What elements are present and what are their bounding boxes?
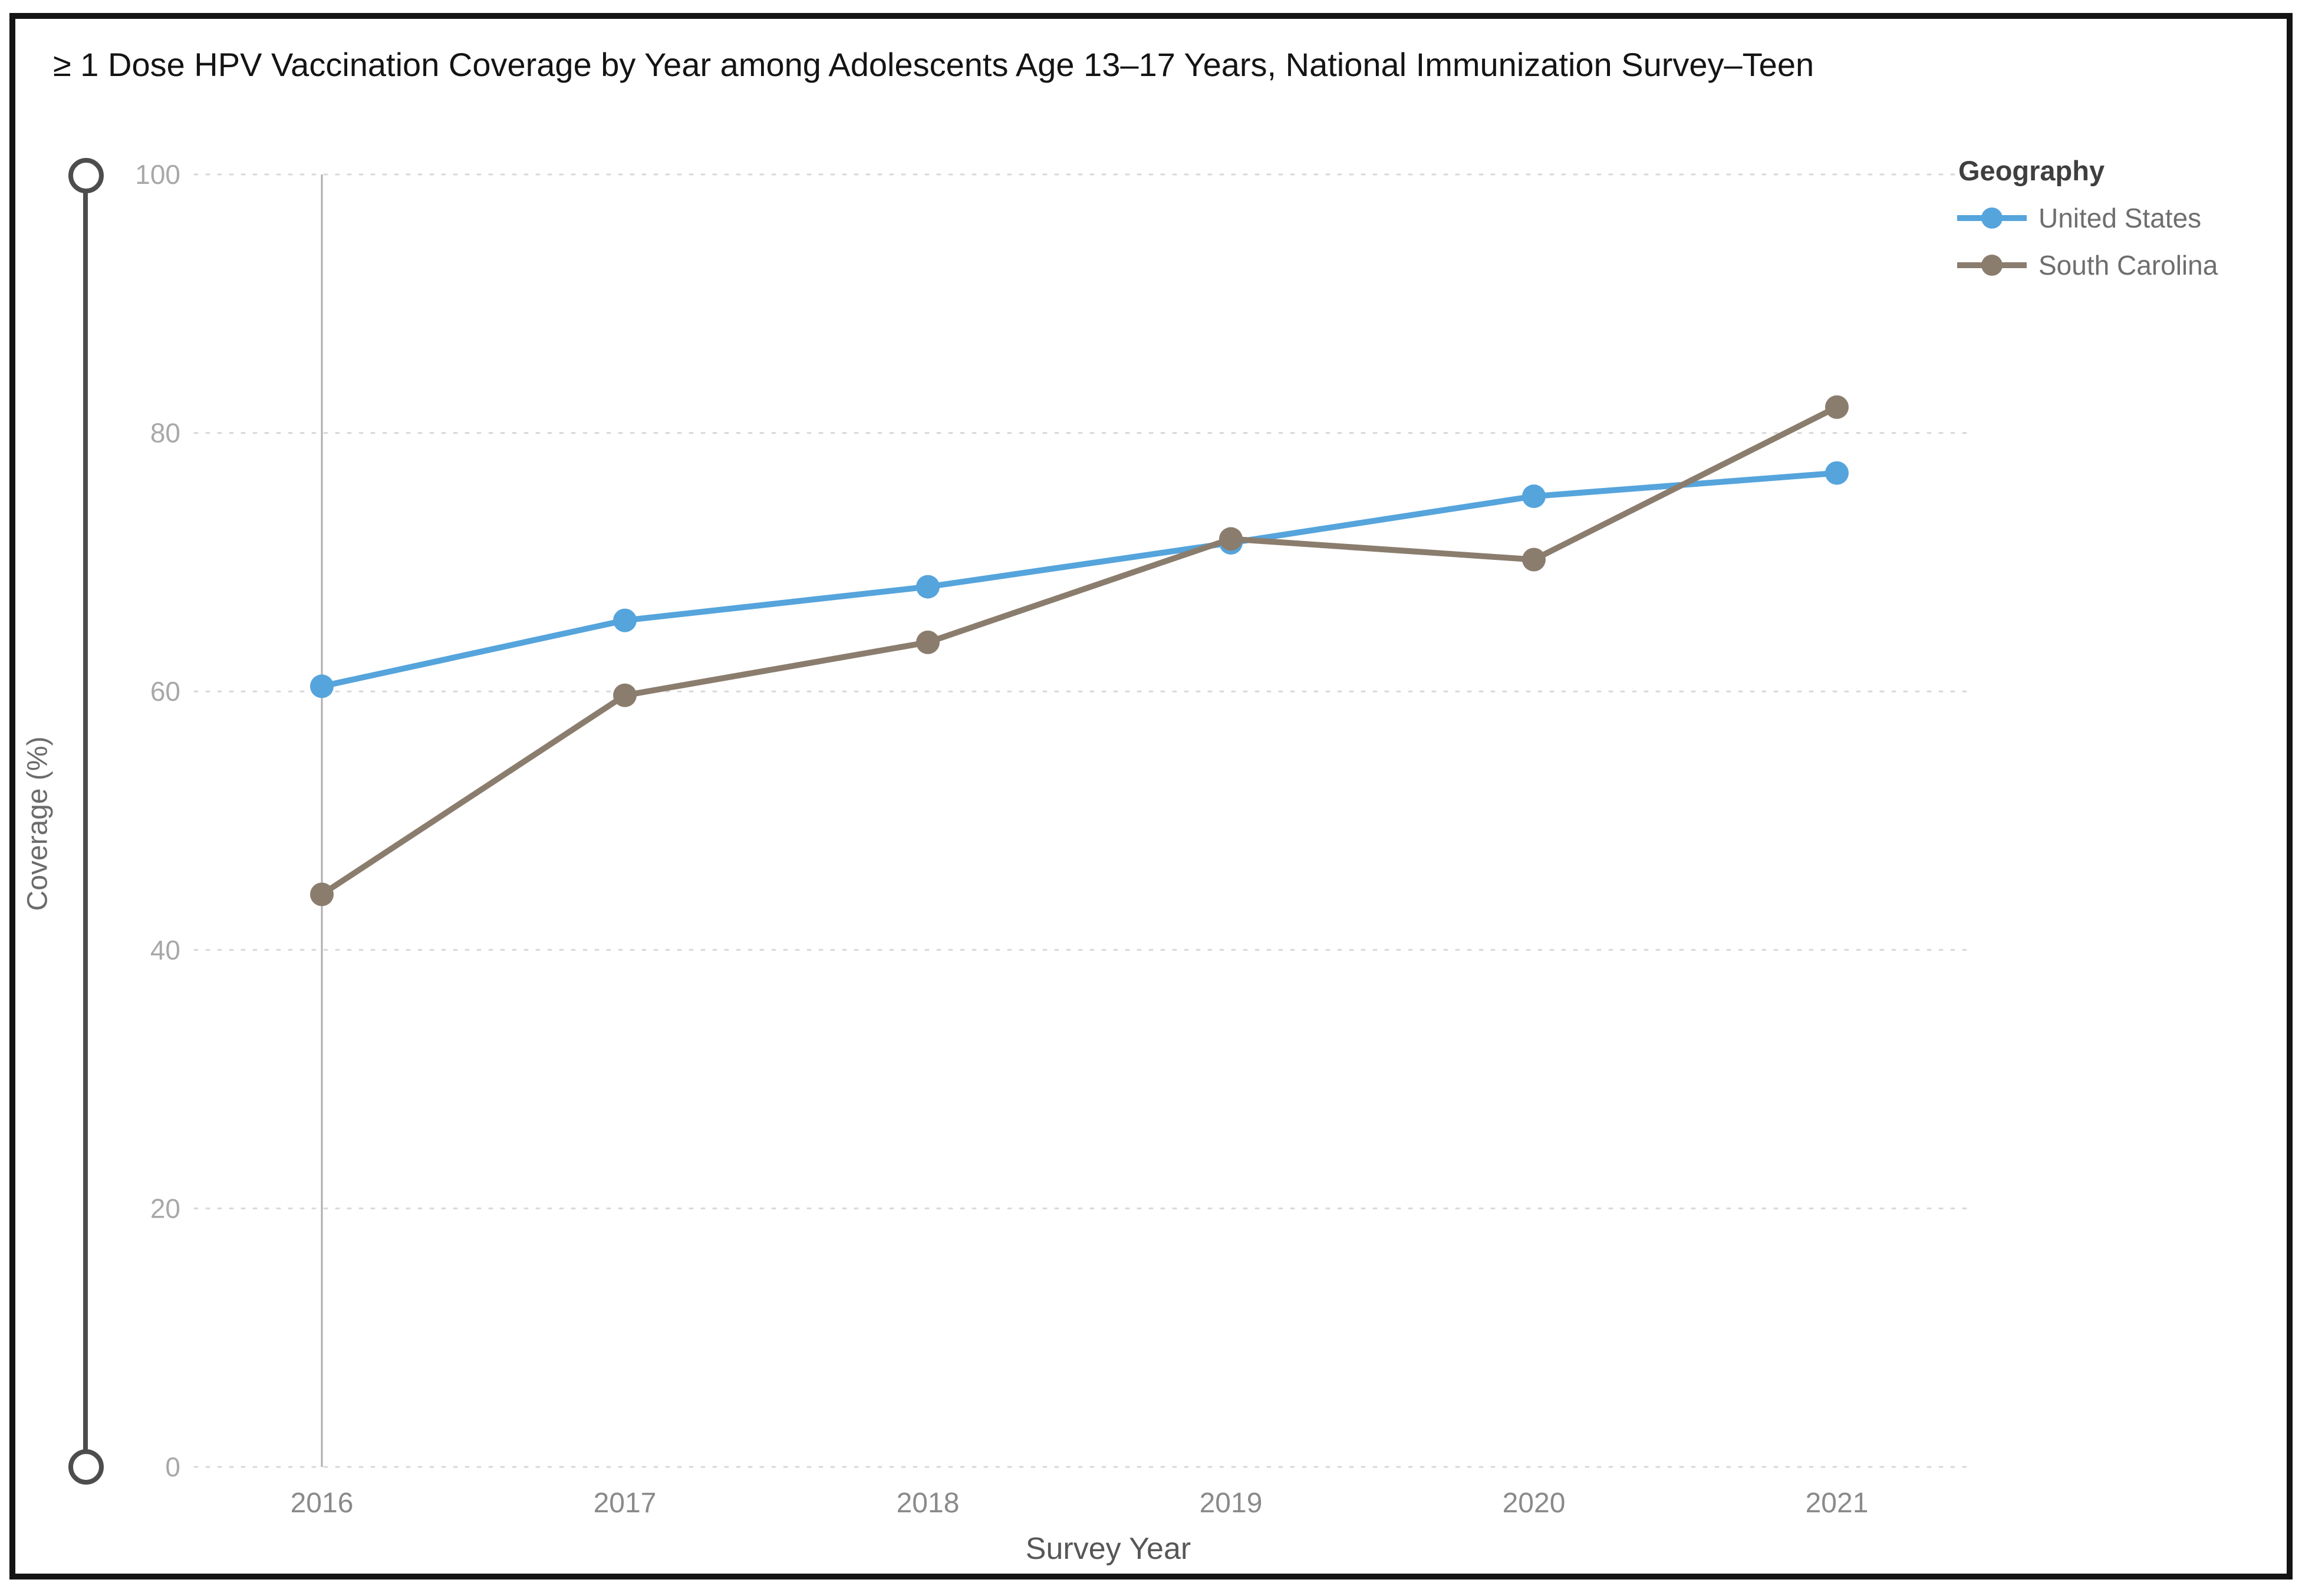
legend-item-south-carolina[interactable]: South Carolina: [1956, 249, 2218, 281]
chart-title: ≥ 1 Dose HPV Vaccination Coverage by Yea…: [53, 46, 1814, 83]
series-line-united-states: [319, 470, 1840, 690]
legend-item-united-states[interactable]: United States: [1956, 202, 2218, 234]
y-tick-label-20: 20: [150, 1193, 180, 1224]
data-point-south-carolina-2019[interactable]: [1219, 527, 1243, 551]
legend-marker-south-carolina: [1957, 255, 2027, 276]
slider-track: [83, 175, 88, 1467]
x-axis-title: Survey Year: [1025, 1532, 1191, 1566]
data-point-united-states-2017[interactable]: [613, 608, 637, 632]
slider-handle-top[interactable]: [68, 158, 104, 193]
data-point-south-carolina-2018[interactable]: [916, 630, 940, 654]
legend-marker-united-states: [1957, 207, 2027, 229]
data-point-united-states-2016[interactable]: [310, 674, 334, 698]
x-tick-label-2018: 2018: [897, 1488, 960, 1519]
y-tick-label-60: 60: [150, 676, 180, 707]
y-tick-label-40: 40: [150, 935, 180, 965]
series-line-south-carolina: [319, 404, 1840, 898]
chart-panel-border: [9, 13, 2293, 1579]
x-tick-label-2019: 2019: [1200, 1488, 1263, 1519]
x-tick-label-2016: 2016: [291, 1488, 354, 1519]
x-tick-label-2017: 2017: [594, 1488, 657, 1519]
data-point-united-states-2018[interactable]: [916, 575, 940, 599]
legend-label-united-states: United States: [2038, 203, 2202, 233]
data-point-south-carolina-2020[interactable]: [1522, 548, 1546, 572]
y-tick-label-0: 0: [165, 1452, 180, 1482]
legend-title: Geography: [1958, 155, 2105, 186]
data-point-united-states-2020[interactable]: [1522, 484, 1546, 509]
data-point-south-carolina-2021[interactable]: [1825, 395, 1849, 419]
y-tick-label-80: 80: [150, 418, 180, 449]
x-tick-label-2020: 2020: [1503, 1488, 1566, 1519]
x-tick-label-2021: 2021: [1806, 1488, 1869, 1519]
data-point-south-carolina-2017[interactable]: [613, 683, 637, 707]
legend-label-south-carolina: South Carolina: [2038, 250, 2218, 281]
y-tick-label-100: 100: [135, 159, 180, 190]
data-point-south-carolina-2016[interactable]: [310, 882, 334, 906]
data-point-united-states-2021[interactable]: [1825, 461, 1849, 485]
legend: Geography United States South Carolina: [1956, 154, 2218, 281]
slider-handle-bottom[interactable]: [68, 1449, 104, 1485]
